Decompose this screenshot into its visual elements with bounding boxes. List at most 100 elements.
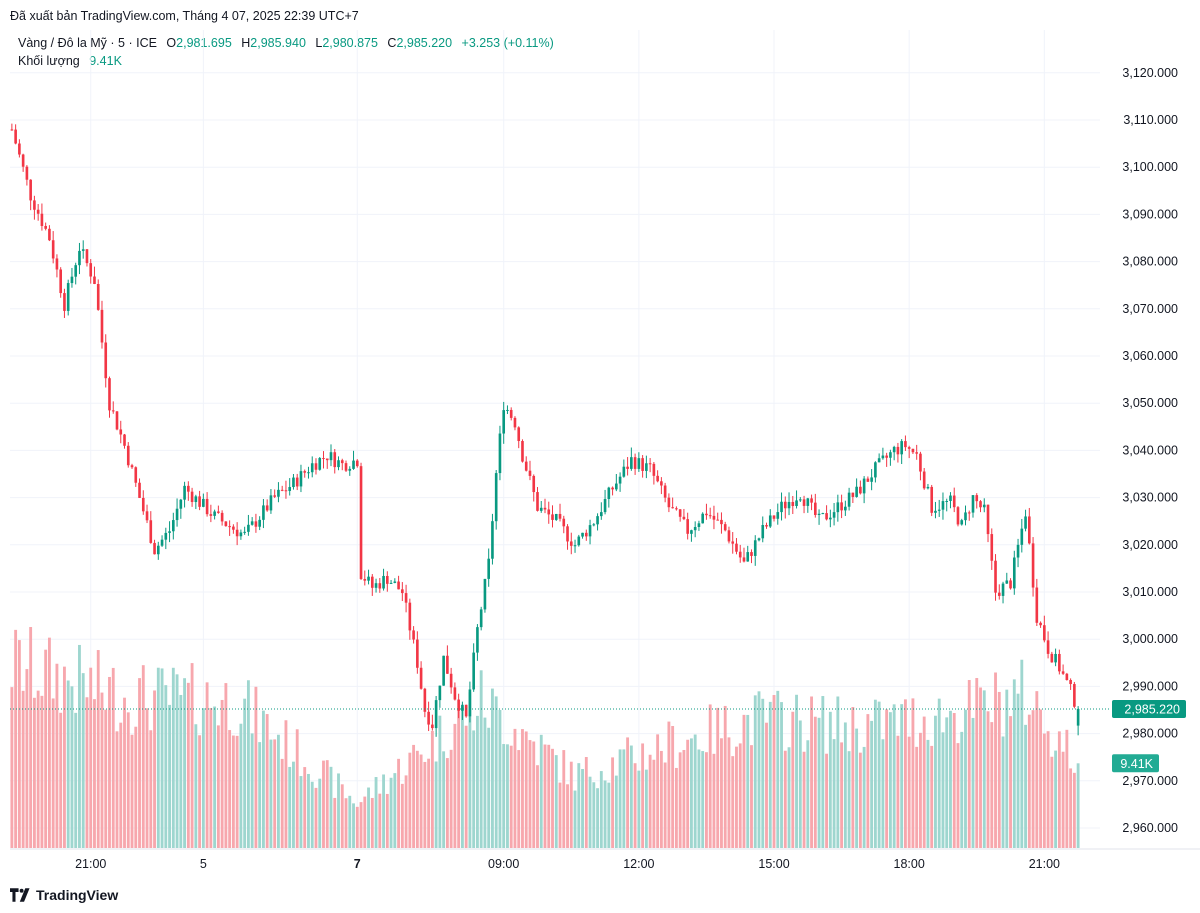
candle-body: [1046, 640, 1050, 654]
volume-bar: [795, 694, 798, 848]
candle-body: [164, 532, 168, 540]
candle-body: [487, 558, 490, 579]
volume-bar: [562, 750, 566, 848]
candle-body: [532, 475, 536, 493]
volume-bar: [659, 750, 663, 848]
candle-body: [404, 593, 408, 603]
candle-body: [795, 500, 798, 507]
candle-body: [254, 521, 258, 527]
volume-label[interactable]: Khối lượng: [18, 54, 80, 68]
tradingview-brand[interactable]: TradingView: [10, 887, 118, 903]
candle-body: [438, 685, 442, 701]
volume-bar: [119, 722, 123, 848]
volume-bar: [907, 736, 911, 848]
candle-body: [615, 483, 618, 490]
candle-body: [329, 452, 333, 461]
y-tick-label: 2,980.000: [1122, 727, 1178, 741]
symbol-label[interactable]: Vàng / Đô la Mỹ · 5 · ICE: [18, 36, 157, 50]
volume-bar: [573, 790, 577, 848]
candle-body: [509, 409, 513, 418]
volume-bar: [457, 708, 461, 848]
candle-body: [205, 498, 209, 515]
candle-body: [104, 342, 108, 379]
volume-bar: [164, 685, 168, 848]
volume-bar: [667, 721, 671, 848]
x-tick-label: 18:00: [894, 857, 925, 871]
volume-bar: [817, 717, 821, 848]
volume-bar: [44, 649, 48, 848]
y-tick-label: 3,010.000: [1122, 585, 1178, 599]
candle-body: [423, 688, 427, 712]
volume-bar: [145, 708, 149, 848]
volume-bar: [108, 676, 111, 848]
candle-body: [401, 589, 404, 594]
volume-bar: [862, 746, 866, 848]
candle-body: [126, 445, 130, 466]
volume-bar: [768, 701, 772, 848]
time-axis[interactable]: 21:00 5 7 09:00 12:00 15:00 18:00 21:00: [10, 848, 1200, 871]
candle-body: [630, 457, 633, 469]
price-axis[interactable]: 2,960.000 2,970.000 2,980.000 2,990.000 3,00…: [1122, 66, 1178, 835]
brand-name: TradingView: [36, 887, 119, 903]
volume-bar: [686, 739, 690, 848]
candle-body: [491, 521, 494, 559]
candle-body: [802, 499, 806, 506]
candle-body: [701, 513, 704, 524]
candle-body: [577, 536, 581, 546]
volume-bar: [318, 778, 322, 848]
volume-bar: [344, 798, 348, 848]
candle-body: [611, 487, 614, 490]
candle-body: [74, 265, 78, 277]
candle-body: [521, 441, 524, 462]
candle-body: [859, 486, 862, 494]
volume-bar: [870, 720, 874, 848]
candle-body: [926, 486, 930, 489]
candle-body: [1054, 653, 1057, 663]
x-tick-label: 21:00: [75, 857, 106, 871]
candle-body: [618, 476, 622, 484]
x-tick-label: 5: [200, 857, 207, 871]
volume-bar: [1027, 714, 1031, 848]
candle-body: [1005, 580, 1009, 584]
volume-bar: [986, 711, 990, 848]
candle-body: [513, 417, 517, 428]
y-tick-label: 2,960.000: [1122, 821, 1178, 835]
volume-bar: [14, 629, 18, 848]
candle-body: [952, 495, 956, 508]
candle-body: [506, 409, 509, 411]
candle-body: [949, 495, 952, 501]
candle-body: [866, 478, 870, 482]
candle-body: [217, 511, 220, 513]
candle-body: [59, 269, 62, 294]
candle-body: [716, 519, 720, 521]
candle-body: [93, 276, 96, 285]
candle-body: [735, 543, 738, 552]
candle-body: [592, 524, 596, 526]
candle-body: [232, 526, 235, 530]
candle-body: [896, 446, 900, 455]
volume-bar: [370, 797, 374, 848]
y-tick-label: 3,080.000: [1122, 255, 1178, 269]
candle-body: [149, 520, 153, 543]
volume-bar: [400, 783, 404, 848]
candle-body: [183, 485, 186, 500]
open-value: 2,981.695: [176, 36, 232, 50]
volume-bar: [51, 698, 55, 848]
volume-bar: [337, 773, 340, 848]
candle-body: [558, 513, 562, 519]
volume-bar: [280, 758, 284, 848]
volume-bar: [1046, 731, 1050, 848]
y-tick-label: 3,060.000: [1122, 349, 1178, 363]
volume-bar: [509, 745, 513, 848]
volume-bar: [475, 715, 479, 848]
candle-body: [776, 512, 780, 519]
volume-bar: [397, 758, 401, 848]
volume-bar: [727, 737, 731, 848]
volume-bar: [149, 730, 153, 848]
candle-body: [937, 509, 941, 511]
volume-bar: [858, 752, 862, 848]
candle-body: [29, 179, 32, 201]
candle-body: [288, 487, 292, 491]
volume-bar: [994, 672, 997, 848]
